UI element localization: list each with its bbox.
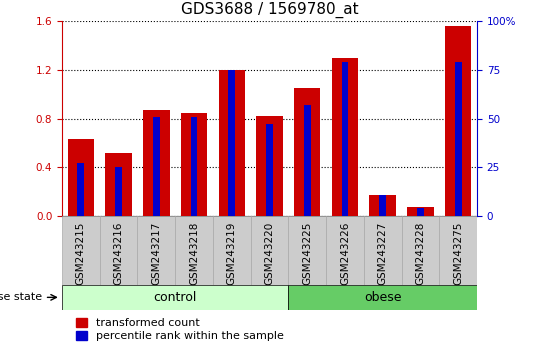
FancyBboxPatch shape [402,216,439,285]
Text: control: control [154,291,197,304]
Bar [181,113,207,216]
Text: GSM243228: GSM243228 [416,222,425,285]
Text: GSM243216: GSM243216 [114,222,123,285]
FancyBboxPatch shape [213,216,251,285]
Text: GSM243220: GSM243220 [265,222,274,285]
Bar [106,153,132,216]
Text: GSM243227: GSM243227 [378,222,388,285]
Bar [78,163,84,216]
Bar [294,88,320,216]
Text: GSM243219: GSM243219 [227,222,237,285]
FancyBboxPatch shape [62,285,288,310]
FancyBboxPatch shape [326,216,364,285]
Bar [332,58,358,216]
Bar [229,70,235,216]
Bar [219,70,245,216]
FancyBboxPatch shape [62,216,100,285]
Bar [266,124,273,216]
Bar [153,116,160,216]
Text: obese: obese [364,291,402,304]
Text: GSM243226: GSM243226 [340,222,350,285]
FancyBboxPatch shape [137,216,175,285]
Bar [417,208,424,216]
Bar [143,110,169,216]
Text: GSM243275: GSM243275 [453,222,463,285]
Bar [115,167,122,216]
FancyBboxPatch shape [100,216,137,285]
Bar [455,62,461,216]
Legend: transformed count, percentile rank within the sample: transformed count, percentile rank withi… [76,318,284,342]
FancyBboxPatch shape [439,216,477,285]
Bar [370,195,396,216]
Bar [68,139,94,216]
FancyBboxPatch shape [364,216,402,285]
Bar [445,26,471,216]
Text: GSM243217: GSM243217 [151,222,161,285]
FancyBboxPatch shape [175,216,213,285]
Bar [342,62,348,216]
Text: GSM243225: GSM243225 [302,222,312,285]
Bar [191,116,197,216]
Text: disease state: disease state [0,292,42,302]
Text: GSM243215: GSM243215 [76,222,86,285]
Title: GDS3688 / 1569780_at: GDS3688 / 1569780_at [181,2,358,18]
Bar [407,207,433,216]
FancyBboxPatch shape [288,216,326,285]
Bar [257,116,282,216]
Text: GSM243218: GSM243218 [189,222,199,285]
FancyBboxPatch shape [251,216,288,285]
FancyBboxPatch shape [288,285,477,310]
Bar [379,195,386,216]
Bar [304,105,310,216]
